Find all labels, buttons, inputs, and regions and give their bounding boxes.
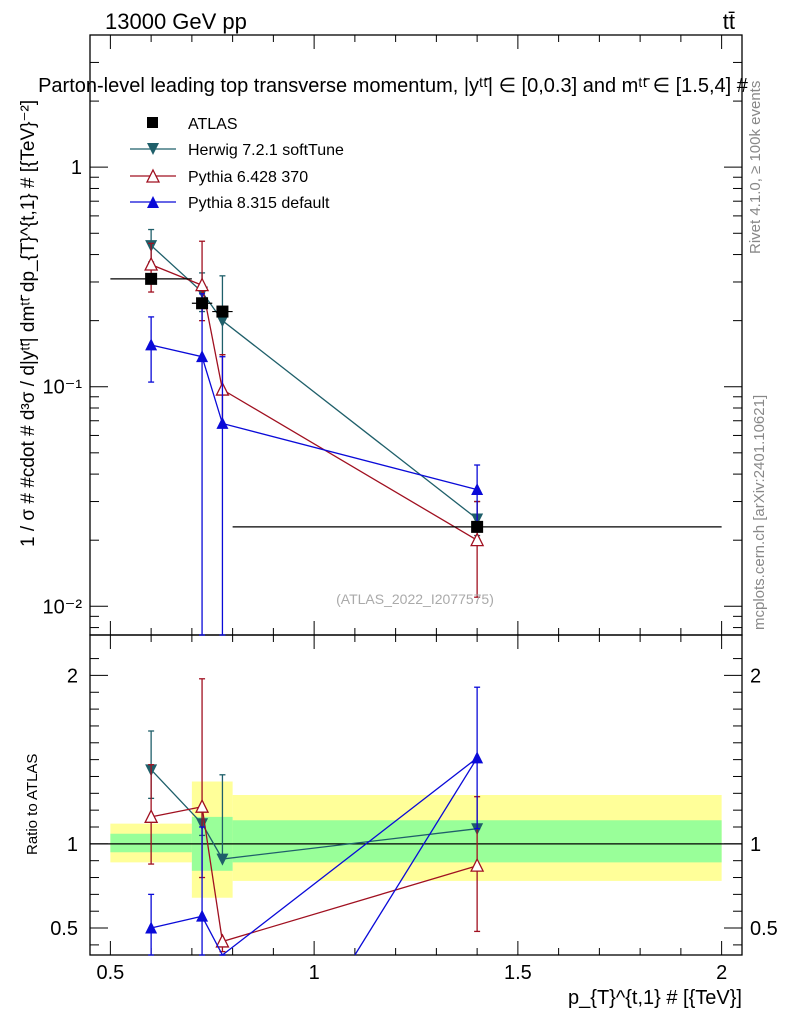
header-left: 13000 GeV pp [105,9,247,34]
main-pythia6-point-1 [195,277,210,292]
ratio-ylabel: Ratio to ATLAS [24,754,41,855]
main-y-tick-label-1: 10⁻¹ [43,377,83,399]
ratio-pythia8-point-3 [471,751,484,764]
ratio-herwig-line [150,769,478,860]
legend-herwig-marker [147,143,159,155]
ratio-pythia6-point-1 [195,798,210,813]
ratio-y-tick-label-left-0: 0.5 [50,918,78,940]
main-pythia8-point-1 [196,350,209,363]
legend-pythia6-label: Pythia 6.428 370 [188,169,308,186]
legend-pythia6-marker [145,168,161,183]
analysis-watermark: (ATLAS_2022_I2077575) [336,591,494,607]
ratio-pythia8-line [150,757,478,955]
x-tick-label-1: 1 [309,962,320,984]
main-atlas-point-2 [216,305,229,318]
ratio-pythia8-point-0 [145,921,158,934]
ratio-y-tick-label-right-0: 0.5 [750,918,778,940]
ratio-pythia6-point-3 [470,857,485,872]
legend-herwig-label: Herwig 7.2.1 softTune [188,142,344,159]
legend-pythia8-label: Pythia 8.315 default [188,195,330,212]
legend-atlas-label: ATLAS [188,116,238,133]
main-atlas-point-3 [471,520,484,533]
main-pythia8-point-0 [145,338,158,351]
ratio-y-tick-label-right-2: 2 [750,665,761,687]
xlabel: p_{T}^{t,1} # [{TeV}] [568,987,742,1009]
x-tick-label-2: 1.5 [504,962,532,984]
header-right: tt̄ [723,9,735,34]
ratio-uncertainty-bands [90,781,742,898]
legend-pythia8-marker [147,196,159,208]
main-atlas-point-1 [196,297,209,310]
mcplots-label: mcplots.cern.ch [arXiv:2401.10621] [751,395,768,630]
main-pythia8-line [150,344,478,491]
main-pythia8-point-2 [216,416,229,429]
ratio-herwig-point-2 [216,853,229,866]
data-marks [110,228,722,956]
main-y-tick-label-0: 10⁻² [43,596,83,618]
x-tick-label-0: 0.5 [96,962,124,984]
ratio-pythia8-point-1 [196,909,209,922]
legend-atlas-marker [147,117,158,128]
ratio-panel-frame [89,634,743,956]
main-pythia6-point-0 [144,256,159,271]
ratio-pythia6-point-2 [215,933,230,948]
main-ylabel: 1 / σ # #cdot # d³σ / d|yᵗᵗ̄| dmᵗᵗ̄ dp_{… [18,100,39,547]
ratio-y-tick-label-left-1: 1 [67,834,78,856]
rivet-label: Rivet 4.1.0, ≥ 100k events [747,81,764,254]
main-pythia8-point-3 [471,483,484,496]
main-y-tick-label-2: 1 [71,157,82,179]
ratio-pythia8-line-extra [354,757,478,956]
axis-ticks: 0.5 1 1.5 2 10⁻² 10⁻¹ 1 0.5 0.5 1 1 2 2 [43,34,778,984]
ratio-pythia6-point-0 [144,808,159,823]
main-pythia6-line [150,263,478,541]
ratio-y-tick-label-right-1: 1 [750,834,761,856]
ratio-y-tick-label-left-2: 2 [67,665,78,687]
main-pythia6-point-3 [470,532,485,547]
main-atlas-point-0 [145,272,158,285]
ratio-pythia6-line [150,806,478,943]
plot-title: Parton-level leading top transverse mome… [38,75,749,97]
main-herwig-point-2 [216,315,229,328]
main-herwig-line [150,244,478,520]
legend: ATLAS Herwig 7.2.1 softTune Pythia 6.428… [130,116,344,212]
x-tick-label-3: 2 [716,962,727,984]
